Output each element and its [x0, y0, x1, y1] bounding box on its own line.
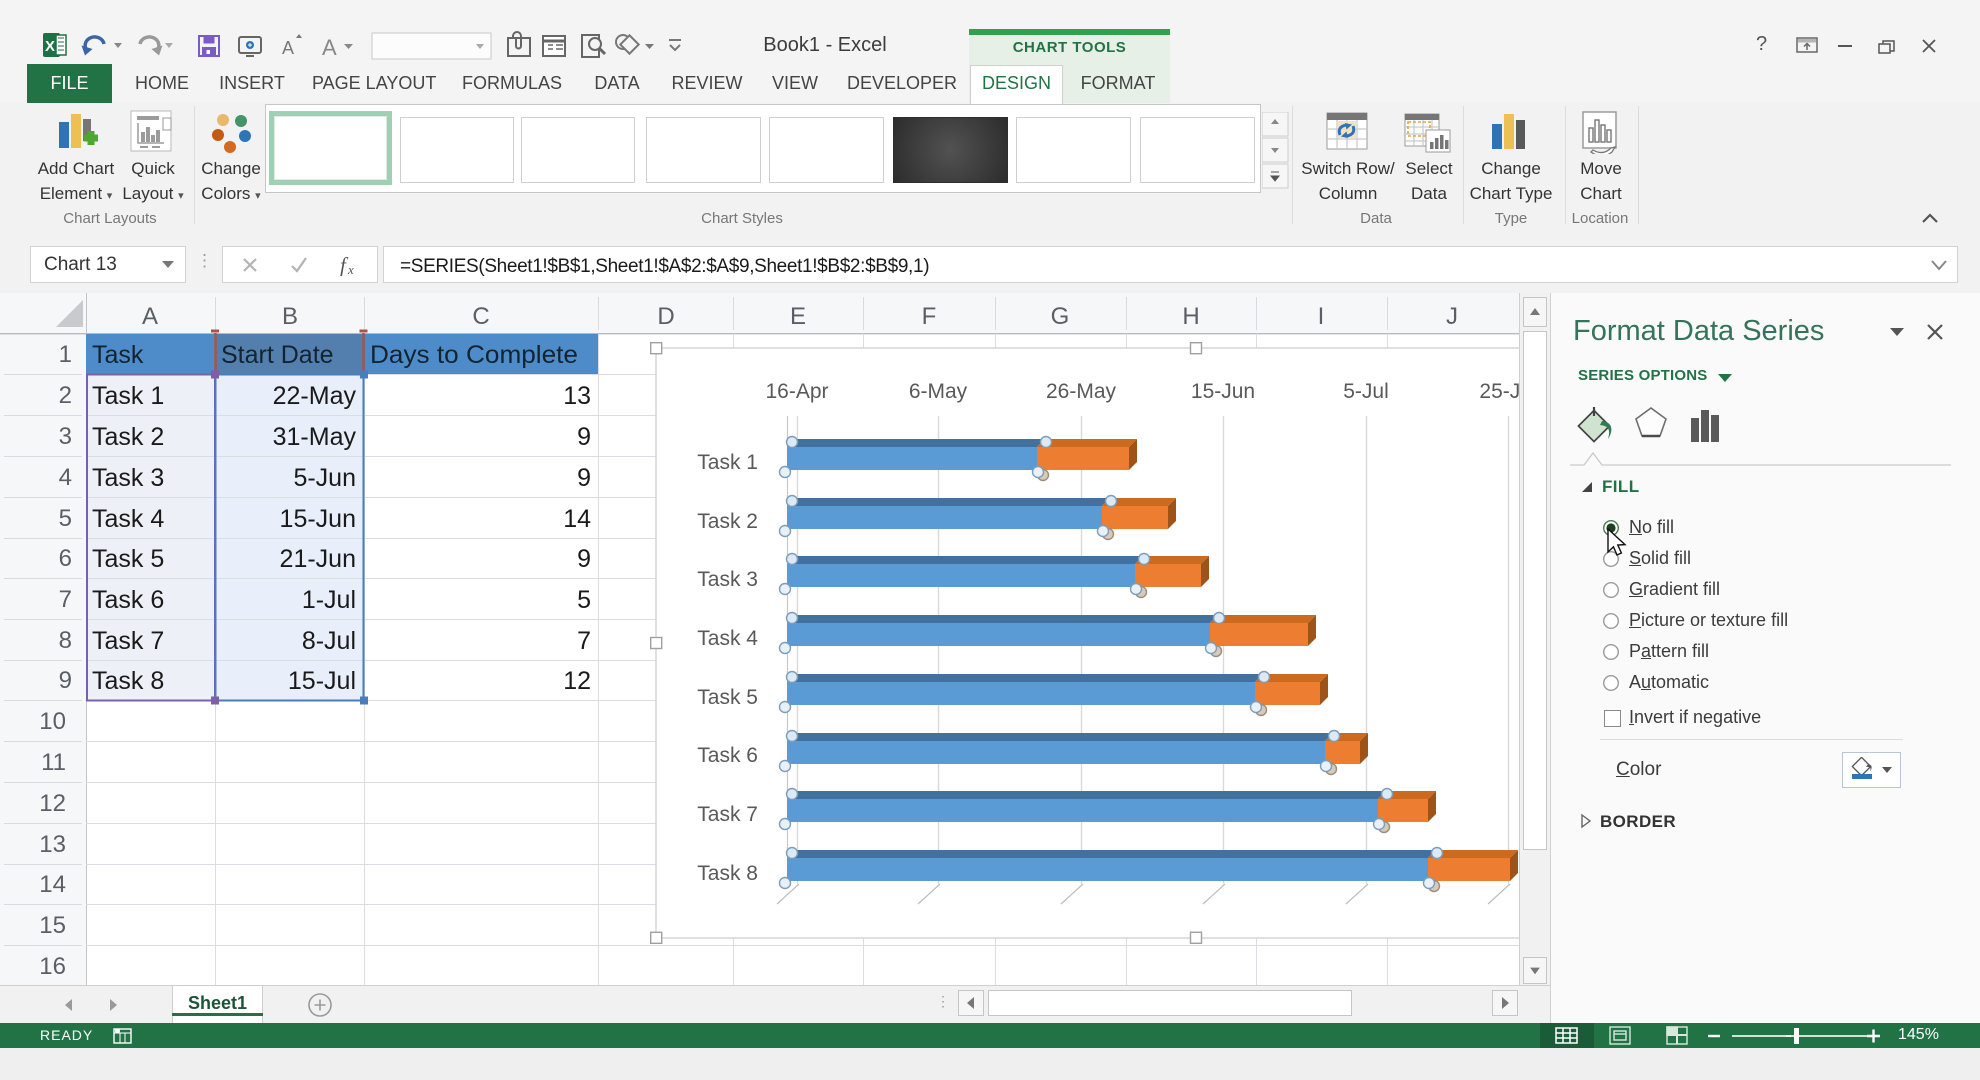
svg-text:A: A [282, 38, 294, 58]
svg-text:Task 2: Task 2 [697, 510, 758, 533]
svg-text:Task 8: Task 8 [92, 667, 164, 695]
svg-text:12: 12 [563, 667, 591, 695]
svg-text:Task 6: Task 6 [697, 744, 758, 767]
svg-text:I: I [1318, 303, 1325, 330]
svg-text:E: E [790, 303, 806, 330]
svg-text:Task 8: Task 8 [697, 862, 758, 885]
svg-text:15-Jul: 15-Jul [288, 667, 356, 695]
svg-text:9: 9 [577, 423, 591, 451]
svg-text:Task 4: Task 4 [697, 627, 758, 650]
svg-text:5: 5 [59, 505, 72, 532]
svg-text:H: H [1182, 303, 1199, 330]
svg-text:26-May: 26-May [1046, 380, 1117, 403]
svg-text:Task 5: Task 5 [697, 686, 758, 709]
svg-text:3: 3 [59, 423, 72, 450]
svg-text:10: 10 [39, 708, 66, 735]
svg-text:6-May: 6-May [909, 380, 968, 403]
svg-text:F: F [922, 303, 937, 330]
svg-text:Start Date: Start Date [221, 341, 334, 369]
svg-text:Task 2: Task 2 [92, 423, 164, 451]
svg-text:Task: Task [92, 341, 144, 369]
svg-text:x: x [347, 262, 354, 276]
svg-text:5-Jun: 5-Jun [293, 464, 356, 492]
svg-text:6: 6 [59, 545, 72, 572]
svg-text:Task 4: Task 4 [92, 505, 164, 533]
svg-text:5-Jul: 5-Jul [1343, 380, 1389, 403]
svg-text:21-Jun: 21-Jun [280, 545, 356, 573]
svg-text:Task 7: Task 7 [92, 627, 164, 655]
svg-text:31-May: 31-May [273, 423, 357, 451]
svg-text:11: 11 [41, 749, 66, 776]
svg-text:Task 7: Task 7 [697, 803, 758, 826]
svg-text:7: 7 [59, 586, 72, 613]
svg-text:B: B [282, 303, 298, 330]
svg-text:15: 15 [39, 912, 66, 939]
svg-text:16-Apr: 16-Apr [765, 380, 828, 403]
svg-text:A: A [322, 35, 337, 60]
svg-text:Task 6: Task 6 [92, 586, 164, 614]
svg-text:X: X [45, 38, 55, 55]
svg-text:15-Jun: 15-Jun [280, 505, 356, 533]
svg-text:Task 1: Task 1 [92, 382, 164, 410]
svg-text:C: C [472, 303, 489, 330]
svg-text:8-Jul: 8-Jul [302, 627, 356, 655]
svg-text:9: 9 [59, 667, 72, 694]
svg-text:Task 1: Task 1 [697, 451, 758, 474]
svg-text:4: 4 [59, 464, 72, 491]
svg-text:1-Jul: 1-Jul [302, 586, 356, 614]
svg-text:f: f [340, 254, 349, 276]
svg-text:16: 16 [39, 953, 66, 980]
svg-text:9: 9 [577, 545, 591, 573]
svg-text:13: 13 [563, 382, 591, 410]
svg-text:1: 1 [59, 341, 72, 368]
svg-text:15-Jun: 15-Jun [1191, 380, 1255, 403]
svg-text:A: A [142, 303, 158, 330]
svg-text:13: 13 [39, 831, 66, 858]
svg-text:14: 14 [39, 871, 66, 898]
svg-text:G: G [1051, 303, 1070, 330]
svg-text:Days to Complete: Days to Complete [370, 341, 578, 369]
svg-text:Task 3: Task 3 [92, 464, 164, 492]
svg-text:2: 2 [59, 382, 72, 409]
svg-text:Task 3: Task 3 [697, 568, 758, 591]
svg-text:22-May: 22-May [273, 382, 357, 410]
svg-text:J: J [1446, 303, 1458, 330]
svg-text:Task 5: Task 5 [92, 545, 164, 573]
svg-text:9: 9 [577, 464, 591, 492]
svg-text:7: 7 [577, 627, 591, 655]
svg-text:14: 14 [563, 505, 591, 533]
svg-text:5: 5 [577, 586, 591, 614]
svg-text:25-Jul: 25-Jul [1479, 380, 1520, 403]
svg-text:12: 12 [39, 790, 66, 817]
svg-text:D: D [657, 303, 674, 330]
svg-text:8: 8 [59, 627, 72, 654]
